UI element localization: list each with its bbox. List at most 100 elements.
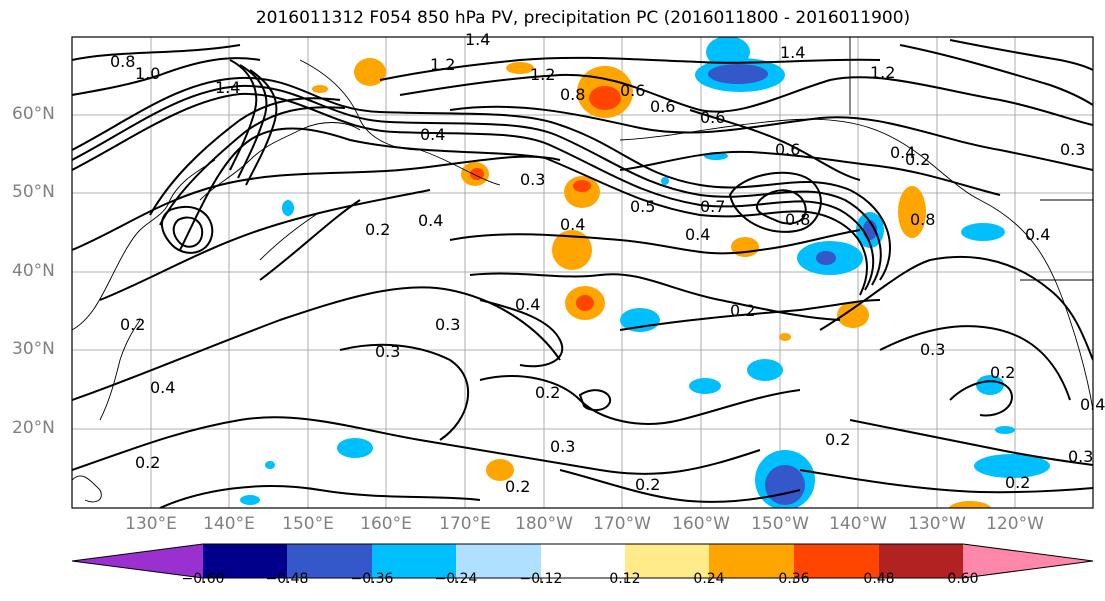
colorbar	[71, 543, 1094, 583]
precip-blob	[708, 64, 768, 84]
contour-label: 0.2	[135, 453, 160, 472]
precip-blob	[552, 230, 592, 270]
precip-blob	[995, 426, 1015, 434]
colorbar-tick-label: −0.60	[181, 571, 225, 587]
colorbar-tick-label: 0.36	[778, 571, 810, 587]
contour-label: 0.3	[920, 340, 945, 359]
precip-blob	[661, 177, 669, 185]
contour-label: 0.7	[700, 197, 725, 216]
colorbar-segment	[963, 544, 1093, 578]
contour-label: 0.2	[1005, 473, 1030, 492]
contour-label: 0.2	[535, 383, 560, 402]
colorbar-tick-label: −0.48	[265, 571, 309, 587]
contour-label: 0.4	[890, 143, 915, 162]
precip-blob	[747, 359, 783, 381]
colorbar-segment	[456, 544, 541, 578]
precip-blob	[948, 501, 992, 508]
contour-label: 0.8	[785, 210, 810, 229]
precip-blob	[976, 375, 1004, 395]
latitude-label: 60°N	[12, 104, 55, 124]
latitude-label: 30°N	[12, 339, 55, 359]
contour-label: 0.6	[775, 140, 800, 159]
contour-label: 0.2	[365, 220, 390, 239]
precip-blob	[337, 438, 373, 458]
map-frame	[71, 36, 1094, 509]
contour-label: 0.4	[1080, 395, 1105, 414]
contour-label: 0.8	[910, 210, 935, 229]
colorbar-segment	[72, 544, 203, 578]
precip-blob	[265, 461, 275, 469]
contour-label: 0.4	[420, 125, 445, 144]
lat-lon-grid	[72, 37, 1093, 508]
contour-labels: 0.81.01.41.21.41.20.80.60.61.41.20.60.80…	[110, 30, 1105, 496]
contour-label: 1.4	[465, 30, 490, 49]
contour-label: 0.3	[520, 170, 545, 189]
contour-label: 1.2	[430, 55, 455, 74]
precip-blob	[282, 200, 294, 216]
contour-label: 1.4	[215, 78, 240, 97]
longitude-label: 160°E	[360, 514, 412, 534]
contour-label: 0.4	[150, 378, 175, 397]
contour-label: 0.3	[550, 437, 575, 456]
colorbar-segment	[794, 544, 879, 578]
contour-label: 1.2	[870, 63, 895, 82]
latitude-label: 50°N	[12, 182, 55, 202]
contour-label: 0.4	[515, 295, 540, 314]
contour-label: 0.6	[700, 108, 725, 127]
precip-blob	[689, 378, 721, 394]
colorbar-tick-label: 0.24	[693, 571, 725, 587]
longitude-label: 180°W	[515, 514, 573, 534]
precip-blob	[974, 454, 1050, 478]
contour-label: 0.4	[418, 211, 443, 230]
contour-label: 0.3	[1068, 447, 1093, 466]
precip-blob	[898, 186, 926, 238]
precip-blob	[576, 295, 594, 311]
contour-label: 0.2	[120, 315, 145, 334]
colorbar-tick-label: −0.24	[434, 571, 478, 587]
contour-label: 0.4	[685, 225, 710, 244]
colorbar-tick-label: 0.48	[863, 571, 895, 587]
colorbar-tick-label: 0.12	[609, 571, 641, 587]
longitude-label: 120°W	[986, 514, 1044, 534]
map-title: 2016011312 F054 850 hPa PV, precipitatio…	[255, 8, 911, 28]
precip-blob	[312, 85, 328, 93]
precip-blob	[837, 302, 869, 328]
contour-label: 0.2	[825, 430, 850, 449]
contour-label: 0.6	[620, 81, 645, 100]
contour-label: 0.2	[635, 475, 660, 494]
colorbar-tick-label: 0.60	[947, 571, 979, 587]
contour-label: 0.4	[560, 215, 585, 234]
colorbar-segment	[541, 544, 625, 578]
longitude-label: 130°E	[125, 514, 177, 534]
longitude-label: 140°W	[829, 514, 887, 534]
colorbar-segment	[287, 544, 372, 578]
contour-label: 0.8	[560, 85, 585, 104]
longitude-label: 130°W	[908, 514, 966, 534]
contour-label: 1.4	[780, 43, 805, 62]
contour-label: 1.2	[530, 65, 555, 84]
precip-blob	[816, 251, 836, 265]
precip-blob	[573, 180, 591, 192]
precip-blob	[589, 86, 621, 110]
pv-contours	[72, 39, 1093, 508]
precip-blob	[961, 223, 1005, 241]
contour-label: 0.8	[110, 52, 135, 71]
contour-label: 0.3	[435, 315, 460, 334]
precip-blob	[354, 58, 386, 86]
colorbar-segment	[709, 544, 794, 578]
longitude-label: 160°W	[672, 514, 730, 534]
contour-label: 0.4	[1025, 225, 1050, 244]
contour-label: 0.2	[905, 150, 930, 169]
contour-label: 0.2	[730, 301, 755, 320]
contour-label: 0.3	[1060, 140, 1085, 159]
contour-label: 0.5	[630, 197, 655, 216]
longitude-label: 150°W	[751, 514, 809, 534]
colorbar-segment	[879, 544, 963, 578]
precip-blob	[506, 62, 534, 74]
colorbar-segment	[372, 544, 456, 578]
longitude-label: 170°E	[439, 514, 491, 534]
colorbar-tick-label: −0.36	[350, 571, 394, 587]
longitude-label: 170°W	[593, 514, 651, 534]
colorbar-segment	[203, 544, 287, 578]
